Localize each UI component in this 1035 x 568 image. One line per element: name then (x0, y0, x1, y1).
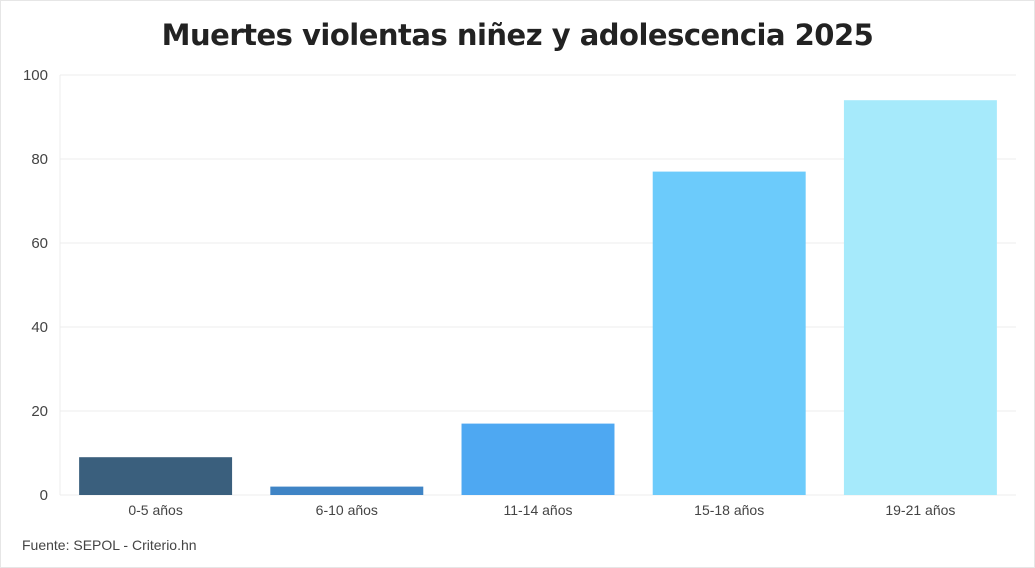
bar (461, 423, 615, 495)
source-note: Fuente: SEPOL - Criterio.hn (22, 537, 197, 553)
bar (270, 486, 424, 495)
y-tick-label: 60 (31, 235, 48, 252)
x-tick-label: 15-18 años (694, 502, 764, 518)
x-tick-label: 0-5 años (128, 502, 182, 518)
y-tick-label: 80 (31, 151, 48, 168)
chart-title: Muertes violentas niñez y adolescencia 2… (161, 18, 874, 52)
x-tick-label: 19-21 años (885, 502, 955, 518)
y-tick-label: 40 (31, 319, 48, 336)
x-tick-label: 11-14 años (503, 502, 572, 518)
y-tick-label: 0 (40, 487, 48, 504)
x-tick-label: 6-10 años (316, 502, 378, 518)
y-tick-label: 20 (31, 403, 48, 420)
bar (79, 457, 233, 495)
bar (652, 171, 806, 495)
y-tick-label: 100 (23, 67, 48, 84)
bar (843, 100, 997, 495)
